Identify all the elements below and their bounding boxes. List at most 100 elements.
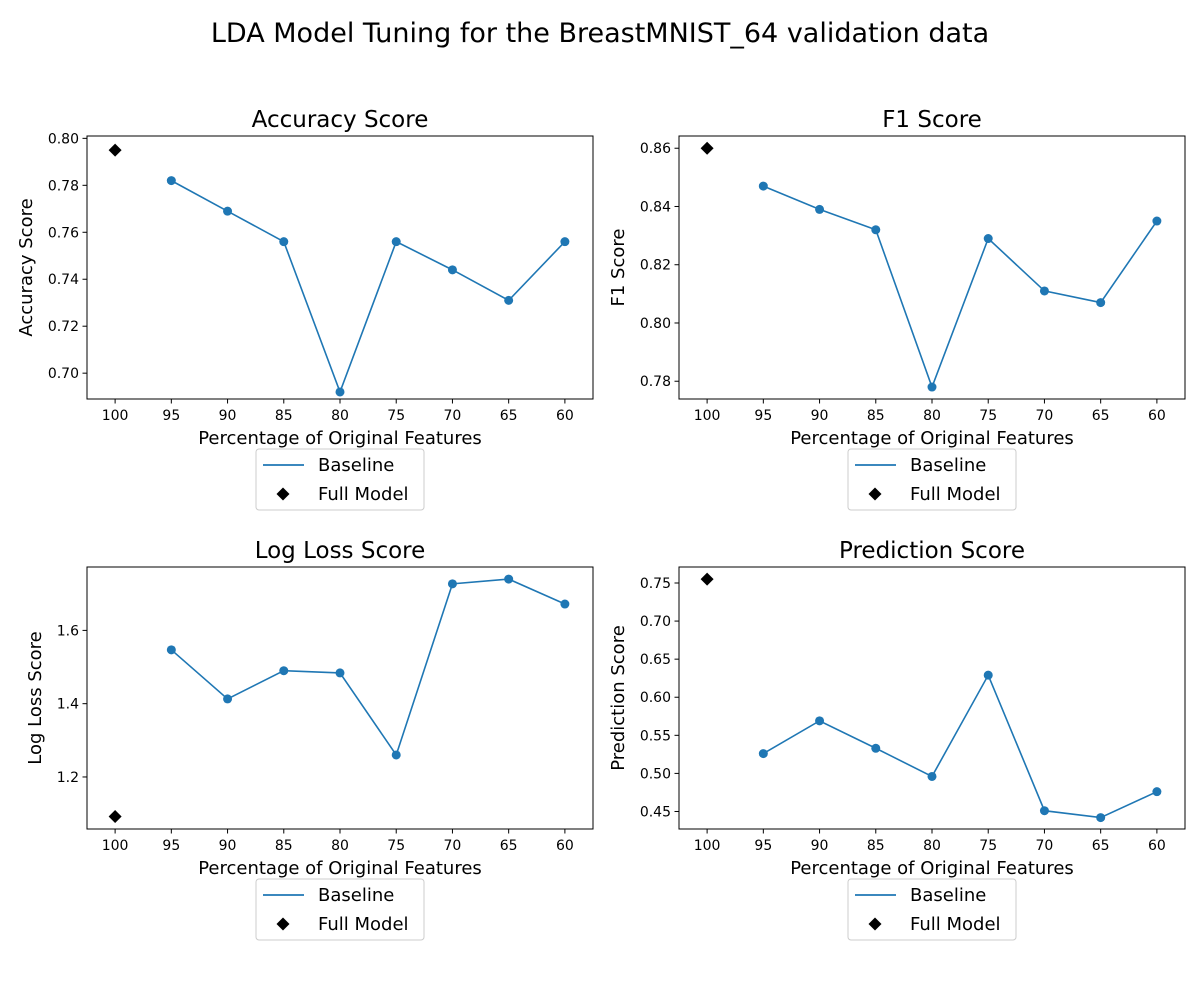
baseline-point xyxy=(166,645,176,655)
x-tick-label: 85 xyxy=(867,408,885,424)
plot-frame xyxy=(86,566,594,830)
baseline-point xyxy=(815,204,825,214)
baseline-point xyxy=(927,382,937,392)
y-tick-label: 0.75 xyxy=(640,576,671,592)
y-tick-label: 0.72 xyxy=(48,319,79,335)
x-tick-label: 85 xyxy=(867,838,885,854)
legend-full-model-marker xyxy=(868,917,882,931)
y-tick-label: 1.4 xyxy=(57,697,79,713)
y-axis-label: Accuracy Score xyxy=(16,198,37,336)
legend-label: Full Model xyxy=(318,484,409,505)
baseline-line xyxy=(170,179,566,395)
legend: Baseline Full Model xyxy=(847,448,1017,511)
x-tick-label: 65 xyxy=(500,838,518,854)
legend-label: Baseline xyxy=(910,455,986,476)
y-tick-label: 0.55 xyxy=(640,728,671,744)
x-tick-label: 90 xyxy=(811,838,829,854)
y-tick-label: 0.82 xyxy=(640,258,671,274)
x-tick-label: 100 xyxy=(102,838,129,854)
legend-label: Baseline xyxy=(318,885,394,906)
x-tick-label: 85 xyxy=(275,838,293,854)
y-tick-label: 0.76 xyxy=(48,225,79,241)
subplot-title: Log Loss Score xyxy=(255,538,426,564)
baseline-point xyxy=(391,750,401,760)
baseline-point xyxy=(335,387,345,397)
baseline-point xyxy=(758,749,768,759)
x-tick-label: 90 xyxy=(811,408,829,424)
y-tick-label: 1.2 xyxy=(57,770,79,786)
baseline-point xyxy=(166,176,176,186)
baseline-point xyxy=(223,694,233,704)
baseline-point xyxy=(335,668,345,678)
x-tick-label: 60 xyxy=(556,408,574,424)
baseline-point xyxy=(279,666,289,676)
baseline-point xyxy=(447,579,457,589)
y-tick-label: 0.60 xyxy=(640,690,671,706)
x-tick-label: 95 xyxy=(162,838,180,854)
x-tick-label: 65 xyxy=(500,408,518,424)
x-tick-label: 65 xyxy=(1092,408,1110,424)
x-axis-label: Percentage of Original Features xyxy=(790,428,1074,449)
baseline-point xyxy=(223,206,233,216)
x-tick-label: 95 xyxy=(162,408,180,424)
x-axis-label: Percentage of Original Features xyxy=(198,858,482,879)
baseline-point xyxy=(1152,216,1162,226)
x-tick-label: 75 xyxy=(979,408,997,424)
baseline-point xyxy=(758,181,768,191)
baseline-point xyxy=(1152,787,1162,797)
plot-frame xyxy=(86,135,594,400)
plot-frame xyxy=(678,566,1186,830)
x-tick-label: 75 xyxy=(387,838,405,854)
y-tick-label: 0.70 xyxy=(640,614,671,630)
y-tick-label: 0.86 xyxy=(640,141,671,157)
x-tick-label: 95 xyxy=(754,838,772,854)
x-tick-label: 90 xyxy=(219,838,237,854)
legend: Baseline Full Model xyxy=(847,878,1017,941)
baseline-point xyxy=(871,225,881,235)
y-tick-label: 0.50 xyxy=(640,766,671,782)
x-tick-label: 100 xyxy=(694,408,721,424)
subplot-title: Prediction Score xyxy=(839,538,1025,564)
x-tick-label: 75 xyxy=(979,838,997,854)
x-tick-label: 70 xyxy=(444,838,462,854)
x-tick-label: 70 xyxy=(1036,408,1054,424)
x-axis-label: Percentage of Original Features xyxy=(198,428,482,449)
full-model-point xyxy=(700,572,714,586)
y-tick-label: 0.80 xyxy=(640,316,671,332)
x-axis-label: Percentage of Original Features xyxy=(790,858,1074,879)
x-tick-label: 70 xyxy=(1036,838,1054,854)
x-tick-label: 85 xyxy=(275,408,293,424)
legend-full-model-marker xyxy=(276,487,290,501)
baseline-line xyxy=(762,673,1158,819)
y-tick-label: 0.70 xyxy=(48,366,79,382)
baseline-point xyxy=(560,237,570,247)
y-tick-label: 0.65 xyxy=(640,652,671,668)
baseline-point xyxy=(560,599,570,609)
figure-title: LDA Model Tuning for the BreastMNIST_64 … xyxy=(211,18,989,49)
legend-full-model-marker xyxy=(868,487,882,501)
x-tick-label: 60 xyxy=(1148,838,1166,854)
baseline-point xyxy=(927,771,937,781)
baseline-point xyxy=(815,716,825,726)
y-axis-label: Prediction Score xyxy=(608,625,629,771)
baseline-point xyxy=(279,237,289,247)
subplot-title: Accuracy Score xyxy=(252,107,429,133)
baseline-point xyxy=(983,670,993,680)
x-tick-label: 80 xyxy=(331,408,349,424)
x-tick-label: 75 xyxy=(387,408,405,424)
x-tick-label: 65 xyxy=(1092,838,1110,854)
baseline-line xyxy=(170,578,566,757)
y-tick-label: 0.74 xyxy=(48,272,79,288)
y-axis-label: F1 Score xyxy=(608,229,629,307)
baseline-line xyxy=(763,185,1158,390)
legend-label: Full Model xyxy=(910,484,1001,505)
x-tick-label: 95 xyxy=(754,408,772,424)
chart-2: F1 Score 100 95 90 85 80 75 70 65 60 0.78 0.80 0.82 0… xyxy=(608,107,1186,511)
chart-3: Log Loss Score 100 95 90 85 80 75 70 65 60 1.2 1.4 1… xyxy=(25,538,594,941)
full-model-point xyxy=(108,143,122,157)
chart-4: Prediction Score 100 95 90 85 80 75 70 65 60 0.45 0… xyxy=(608,538,1186,941)
y-tick-label: 0.78 xyxy=(48,178,79,194)
baseline-point xyxy=(983,234,993,244)
y-tick-label: 1.6 xyxy=(57,623,79,639)
